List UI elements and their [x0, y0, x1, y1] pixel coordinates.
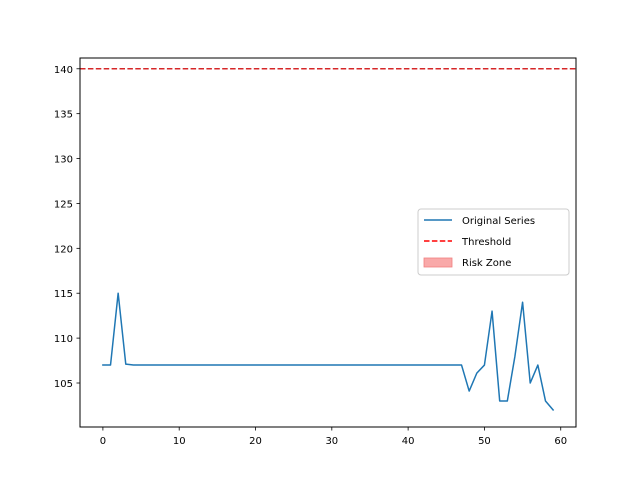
y-tick-label: 120	[54, 244, 73, 255]
y-tick-label: 105	[54, 379, 73, 390]
x-tick-label: 30	[325, 436, 338, 447]
x-tick-label: 40	[402, 436, 415, 447]
legend-box	[417, 208, 570, 276]
legend-label-original-series: Original Series	[462, 216, 535, 227]
plot-frame	[79, 57, 577, 428]
x-tick-label: 10	[173, 436, 186, 447]
y-tick-label: 110	[54, 334, 73, 345]
x-tick-label: 20	[249, 436, 262, 447]
legend-label-threshold: Threshold	[461, 237, 511, 248]
y-tick-label: 115	[54, 289, 73, 300]
legend-label-risk-zone: Risk Zone	[462, 258, 511, 269]
x-axis: 0 10 20 30 40 50 60	[100, 427, 567, 447]
y-tick-label: 140	[54, 65, 73, 76]
series-line-original-series	[102, 292, 555, 411]
y-axis: 105 110 115 120 125 130 135 140	[54, 65, 80, 390]
series-layer	[102, 292, 555, 411]
legend: Original Series Threshold Risk Zone	[417, 208, 570, 276]
x-tick-label: 0	[100, 436, 106, 447]
y-tick-label: 135	[54, 110, 73, 121]
y-tick-label: 130	[54, 155, 73, 166]
legend-swatch-risk-zone	[423, 257, 453, 268]
x-tick-label: 50	[478, 436, 491, 447]
y-tick-label: 125	[54, 199, 73, 210]
x-tick-label: 60	[554, 436, 567, 447]
